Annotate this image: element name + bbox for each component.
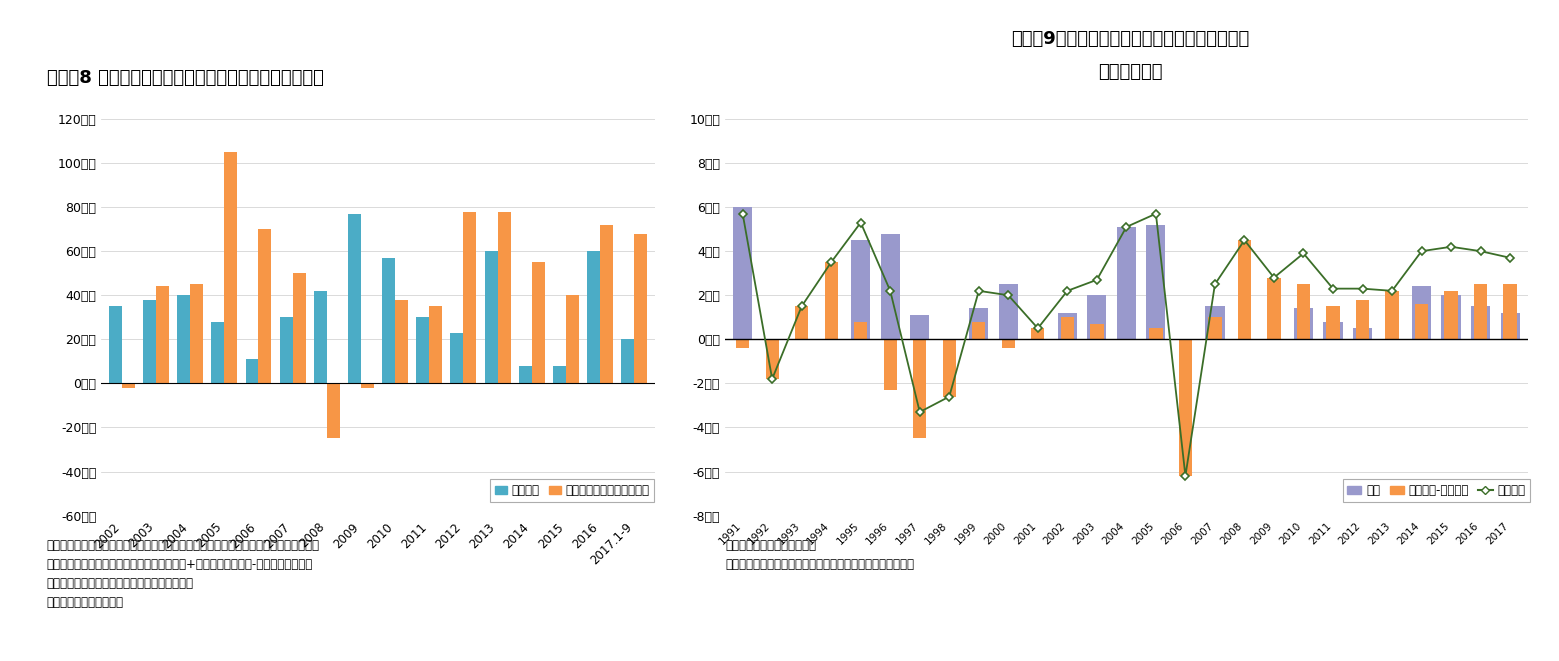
Bar: [600, 225, 613, 383]
Bar: [1324, 322, 1342, 339]
Bar: [416, 317, 429, 383]
Bar: [245, 359, 259, 383]
Bar: [1442, 295, 1461, 339]
Text: （注）脚注６を参照のこと。
（出所）三鬼商事のデータを基にニッセイ基礎研究所が作成: （注）脚注６を参照のこと。 （出所）三鬼商事のデータを基にニッセイ基礎研究所が作…: [725, 539, 914, 570]
Text: 図表－8 大阪市内の新規供給とネットアブソープション: 図表－8 大阪市内の新規供給とネットアブソープション: [47, 69, 324, 87]
Bar: [429, 306, 443, 383]
Bar: [259, 229, 271, 383]
Bar: [1116, 227, 1137, 339]
Bar: [122, 383, 134, 388]
Bar: [313, 291, 327, 383]
Bar: [279, 317, 293, 383]
Bar: [1445, 291, 1458, 339]
Bar: [224, 152, 237, 383]
Bar: [1238, 240, 1250, 339]
Bar: [884, 339, 896, 390]
Bar: [733, 207, 753, 339]
Bar: [1412, 286, 1431, 339]
Bar: [914, 339, 926, 438]
Bar: [1353, 329, 1372, 339]
Bar: [109, 306, 122, 383]
Bar: [1030, 329, 1045, 339]
Bar: [736, 339, 750, 348]
Bar: [973, 322, 985, 339]
Bar: [1297, 284, 1310, 339]
Bar: [1149, 329, 1163, 339]
Bar: [1179, 339, 1193, 476]
Bar: [293, 273, 306, 383]
Bar: [327, 383, 340, 438]
Bar: [825, 262, 837, 339]
Bar: [943, 339, 956, 397]
Bar: [635, 233, 647, 383]
Bar: [1267, 278, 1280, 339]
Bar: [156, 286, 168, 383]
Bar: [519, 366, 532, 383]
Bar: [1416, 304, 1428, 339]
Bar: [1087, 295, 1107, 339]
Bar: [1327, 306, 1339, 339]
Bar: [1057, 313, 1077, 339]
Bar: [1294, 309, 1313, 339]
Bar: [212, 322, 224, 383]
Bar: [999, 284, 1018, 339]
Bar: [851, 240, 870, 339]
Bar: [1146, 225, 1166, 339]
Bar: [1472, 306, 1490, 339]
Text: （注）ネット・アブソープションとは調査期間内のオフィス需要（稼動面積）の増減の
ことであり、「期初竣工済みビル募集面積」+「新規供給面積」-「期末竣工済みビ
ル: （注）ネット・アブソープションとは調査期間内のオフィス需要（稼動面積）の増減の …: [47, 539, 320, 609]
Bar: [1002, 339, 1015, 348]
Bar: [485, 251, 497, 383]
Bar: [532, 262, 544, 383]
Text: 図表－9　大阪ビジネス地区の新築・既存ビル別: 図表－9 大阪ビジネス地区の新築・既存ビル別: [1012, 30, 1249, 48]
Bar: [190, 284, 203, 383]
Bar: [362, 383, 374, 388]
Bar: [143, 299, 156, 383]
Bar: [1205, 306, 1224, 339]
Bar: [765, 339, 780, 379]
Bar: [382, 258, 394, 383]
Bar: [1208, 317, 1222, 339]
Bar: [348, 214, 362, 383]
Bar: [566, 295, 578, 383]
Bar: [1500, 313, 1520, 339]
Bar: [1090, 324, 1104, 339]
Bar: [622, 339, 635, 383]
Legend: 新築, 既存増加-前年新築, 全体増加: 新築, 既存増加-前年新築, 全体増加: [1342, 479, 1529, 502]
Bar: [588, 251, 600, 383]
Bar: [178, 295, 190, 383]
Bar: [795, 306, 808, 339]
Bar: [1356, 299, 1369, 339]
Bar: [463, 212, 477, 383]
Text: 賃貸面積増分: 賃貸面積増分: [1098, 63, 1163, 81]
Bar: [1473, 284, 1487, 339]
Bar: [910, 315, 929, 339]
Bar: [854, 322, 867, 339]
Bar: [451, 332, 463, 383]
Bar: [1503, 284, 1517, 339]
Legend: 新規供給, ネット・アブソープション: 新規供給, ネット・アブソープション: [491, 479, 655, 502]
Bar: [1060, 317, 1074, 339]
Bar: [881, 233, 900, 339]
Bar: [970, 309, 988, 339]
Bar: [1386, 291, 1398, 339]
Bar: [394, 299, 408, 383]
Bar: [497, 212, 511, 383]
Bar: [553, 366, 566, 383]
